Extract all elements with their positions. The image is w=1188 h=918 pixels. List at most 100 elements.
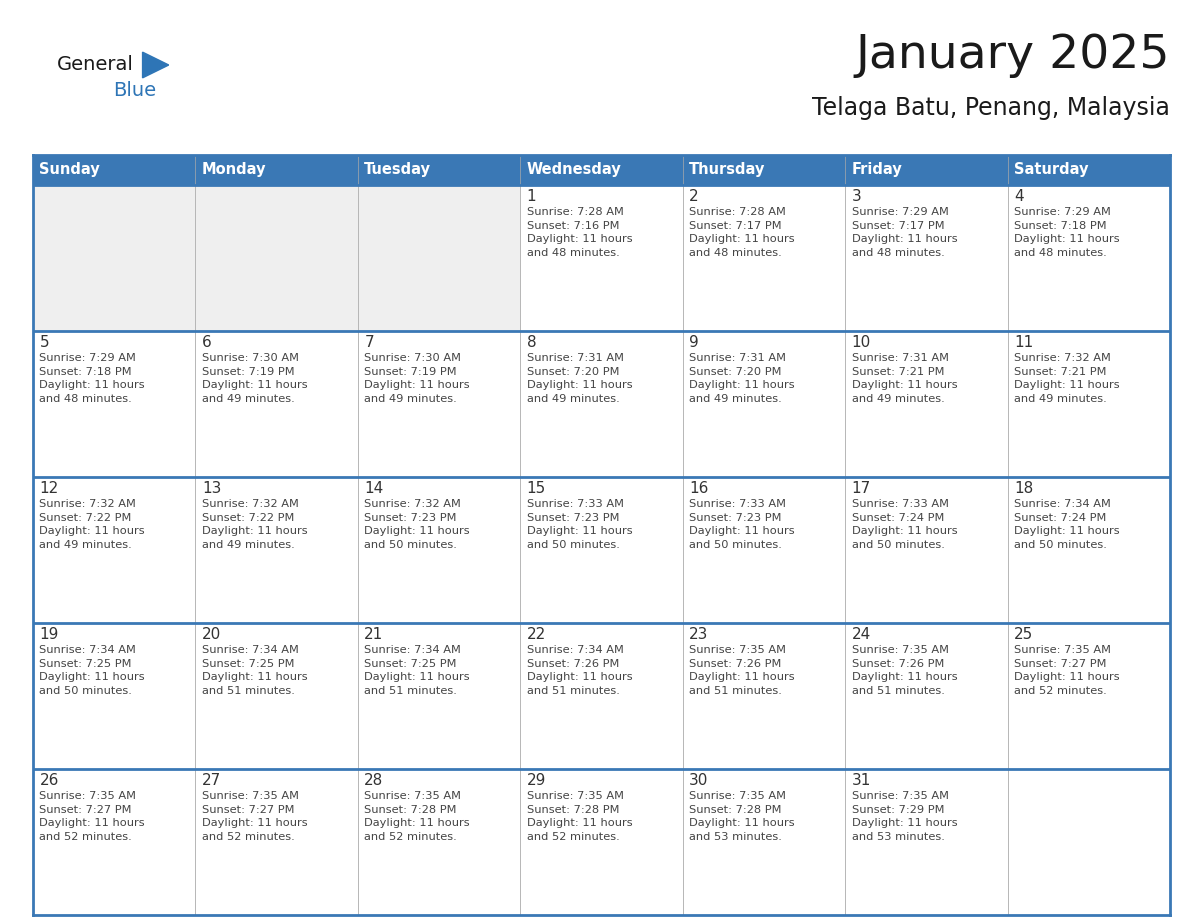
Bar [358,185,520,331]
Bar [520,331,683,477]
Bar [358,331,520,477]
Bar [33,769,196,915]
Text: 28: 28 [365,773,384,788]
Text: 19: 19 [39,627,59,642]
Text: Monday: Monday [202,162,266,177]
Text: Sunrise: 7:35 AM
Sunset: 7:26 PM
Daylight: 11 hours
and 51 minutes.: Sunrise: 7:35 AM Sunset: 7:26 PM Dayligh… [689,645,795,696]
Text: Sunrise: 7:35 AM
Sunset: 7:28 PM
Daylight: 11 hours
and 52 minutes.: Sunrise: 7:35 AM Sunset: 7:28 PM Dayligh… [526,791,632,842]
Text: Wednesday: Wednesday [526,162,621,177]
Text: Sunrise: 7:28 AM
Sunset: 7:17 PM
Daylight: 11 hours
and 48 minutes.: Sunrise: 7:28 AM Sunset: 7:17 PM Dayligh… [689,207,795,258]
Text: Sunrise: 7:34 AM
Sunset: 7:25 PM
Daylight: 11 hours
and 51 minutes.: Sunrise: 7:34 AM Sunset: 7:25 PM Dayligh… [202,645,308,696]
Bar [845,185,1007,331]
Text: Friday: Friday [852,162,903,177]
Text: Sunrise: 7:33 AM
Sunset: 7:23 PM
Daylight: 11 hours
and 50 minutes.: Sunrise: 7:33 AM Sunset: 7:23 PM Dayligh… [526,499,632,550]
Bar [683,477,845,623]
Text: 7: 7 [365,335,374,350]
Text: 15: 15 [526,481,546,496]
Text: Sunrise: 7:29 AM
Sunset: 7:18 PM
Daylight: 11 hours
and 48 minutes.: Sunrise: 7:29 AM Sunset: 7:18 PM Dayligh… [39,353,145,404]
Bar [683,331,845,477]
Bar [1007,477,1170,623]
Text: Sunrise: 7:35 AM
Sunset: 7:27 PM
Daylight: 11 hours
and 52 minutes.: Sunrise: 7:35 AM Sunset: 7:27 PM Dayligh… [202,791,308,842]
Bar [845,477,1007,623]
Bar [196,331,358,477]
Bar [196,477,358,623]
Text: Sunrise: 7:35 AM
Sunset: 7:28 PM
Daylight: 11 hours
and 53 minutes.: Sunrise: 7:35 AM Sunset: 7:28 PM Dayligh… [689,791,795,842]
Text: 10: 10 [852,335,871,350]
Bar [33,155,196,185]
Text: Sunrise: 7:31 AM
Sunset: 7:21 PM
Daylight: 11 hours
and 49 minutes.: Sunrise: 7:31 AM Sunset: 7:21 PM Dayligh… [852,353,958,404]
Text: 31: 31 [852,773,871,788]
Text: 23: 23 [689,627,708,642]
Text: Sunrise: 7:28 AM
Sunset: 7:16 PM
Daylight: 11 hours
and 48 minutes.: Sunrise: 7:28 AM Sunset: 7:16 PM Dayligh… [526,207,632,258]
Text: 4: 4 [1015,189,1024,204]
Text: Sunrise: 7:35 AM
Sunset: 7:26 PM
Daylight: 11 hours
and 51 minutes.: Sunrise: 7:35 AM Sunset: 7:26 PM Dayligh… [852,645,958,696]
Bar [845,769,1007,915]
Text: 6: 6 [202,335,211,350]
Text: Sunrise: 7:34 AM
Sunset: 7:24 PM
Daylight: 11 hours
and 50 minutes.: Sunrise: 7:34 AM Sunset: 7:24 PM Dayligh… [1015,499,1120,550]
Text: Sunrise: 7:34 AM
Sunset: 7:26 PM
Daylight: 11 hours
and 51 minutes.: Sunrise: 7:34 AM Sunset: 7:26 PM Dayligh… [526,645,632,696]
Text: Sunrise: 7:34 AM
Sunset: 7:25 PM
Daylight: 11 hours
and 50 minutes.: Sunrise: 7:34 AM Sunset: 7:25 PM Dayligh… [39,645,145,696]
Text: Sunrise: 7:29 AM
Sunset: 7:17 PM
Daylight: 11 hours
and 48 minutes.: Sunrise: 7:29 AM Sunset: 7:17 PM Dayligh… [852,207,958,258]
Text: Sunrise: 7:32 AM
Sunset: 7:22 PM
Daylight: 11 hours
and 49 minutes.: Sunrise: 7:32 AM Sunset: 7:22 PM Dayligh… [39,499,145,550]
Text: Sunrise: 7:35 AM
Sunset: 7:29 PM
Daylight: 11 hours
and 53 minutes.: Sunrise: 7:35 AM Sunset: 7:29 PM Dayligh… [852,791,958,842]
Text: Sunrise: 7:32 AM
Sunset: 7:22 PM
Daylight: 11 hours
and 49 minutes.: Sunrise: 7:32 AM Sunset: 7:22 PM Dayligh… [202,499,308,550]
Text: Sunrise: 7:30 AM
Sunset: 7:19 PM
Daylight: 11 hours
and 49 minutes.: Sunrise: 7:30 AM Sunset: 7:19 PM Dayligh… [202,353,308,404]
Bar [845,623,1007,769]
Polygon shape [143,52,169,78]
Text: Sunrise: 7:29 AM
Sunset: 7:18 PM
Daylight: 11 hours
and 48 minutes.: Sunrise: 7:29 AM Sunset: 7:18 PM Dayligh… [1015,207,1120,258]
Text: Blue: Blue [113,81,156,99]
Text: 26: 26 [39,773,59,788]
Bar [196,185,358,331]
Bar [196,769,358,915]
Bar [683,155,845,185]
Text: 18: 18 [1015,481,1034,496]
Text: 8: 8 [526,335,537,350]
Bar [520,155,683,185]
Bar [33,623,196,769]
Text: 5: 5 [39,335,49,350]
Bar [683,185,845,331]
Text: Sunrise: 7:32 AM
Sunset: 7:23 PM
Daylight: 11 hours
and 50 minutes.: Sunrise: 7:32 AM Sunset: 7:23 PM Dayligh… [365,499,470,550]
Text: 21: 21 [365,627,384,642]
Text: 9: 9 [689,335,699,350]
Text: 29: 29 [526,773,546,788]
Text: Sunrise: 7:32 AM
Sunset: 7:21 PM
Daylight: 11 hours
and 49 minutes.: Sunrise: 7:32 AM Sunset: 7:21 PM Dayligh… [1015,353,1120,404]
Text: 24: 24 [852,627,871,642]
Text: General: General [57,55,134,74]
Text: Sunday: Sunday [39,162,100,177]
Text: 2: 2 [689,189,699,204]
Bar [520,477,683,623]
Text: 20: 20 [202,627,221,642]
Text: Sunrise: 7:33 AM
Sunset: 7:23 PM
Daylight: 11 hours
and 50 minutes.: Sunrise: 7:33 AM Sunset: 7:23 PM Dayligh… [689,499,795,550]
Text: January 2025: January 2025 [855,32,1170,77]
Bar [845,155,1007,185]
Text: 17: 17 [852,481,871,496]
Text: Sunrise: 7:31 AM
Sunset: 7:20 PM
Daylight: 11 hours
and 49 minutes.: Sunrise: 7:31 AM Sunset: 7:20 PM Dayligh… [526,353,632,404]
Text: Sunrise: 7:34 AM
Sunset: 7:25 PM
Daylight: 11 hours
and 51 minutes.: Sunrise: 7:34 AM Sunset: 7:25 PM Dayligh… [365,645,470,696]
Text: Sunrise: 7:35 AM
Sunset: 7:27 PM
Daylight: 11 hours
and 52 minutes.: Sunrise: 7:35 AM Sunset: 7:27 PM Dayligh… [39,791,145,842]
Text: Tuesday: Tuesday [365,162,431,177]
Bar [1007,623,1170,769]
Text: 30: 30 [689,773,708,788]
Bar [33,331,196,477]
Bar [1007,155,1170,185]
Text: 14: 14 [365,481,384,496]
Text: Sunrise: 7:30 AM
Sunset: 7:19 PM
Daylight: 11 hours
and 49 minutes.: Sunrise: 7:30 AM Sunset: 7:19 PM Dayligh… [365,353,470,404]
Text: Saturday: Saturday [1015,162,1088,177]
Text: 22: 22 [526,627,546,642]
Text: 1: 1 [526,189,537,204]
Bar [845,331,1007,477]
Bar [358,477,520,623]
Text: 16: 16 [689,481,708,496]
Text: Sunrise: 7:35 AM
Sunset: 7:28 PM
Daylight: 11 hours
and 52 minutes.: Sunrise: 7:35 AM Sunset: 7:28 PM Dayligh… [365,791,470,842]
Text: Telaga Batu, Penang, Malaysia: Telaga Batu, Penang, Malaysia [813,96,1170,120]
Bar [683,623,845,769]
Text: 27: 27 [202,773,221,788]
Text: Thursday: Thursday [689,162,765,177]
Bar [196,155,358,185]
Bar [520,769,683,915]
Bar [358,769,520,915]
Bar [358,155,520,185]
Bar [33,477,196,623]
Text: Sunrise: 7:33 AM
Sunset: 7:24 PM
Daylight: 11 hours
and 50 minutes.: Sunrise: 7:33 AM Sunset: 7:24 PM Dayligh… [852,499,958,550]
